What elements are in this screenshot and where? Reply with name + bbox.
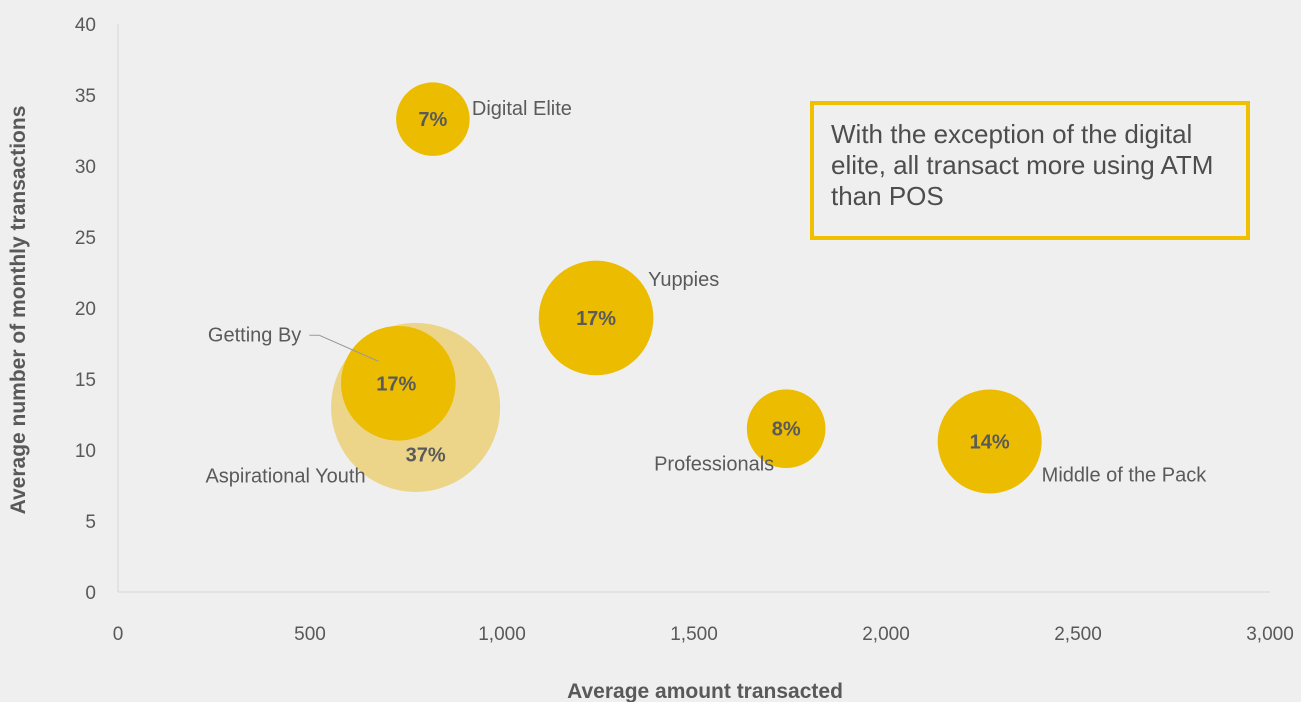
y-axis-title: Average number of monthly transactions <box>7 106 30 515</box>
bubbles <box>331 82 1042 494</box>
callout-text: With the exception of the digital elite,… <box>831 119 1214 211</box>
y-tick-label: 20 <box>75 299 96 320</box>
y-tick-label: 40 <box>75 15 96 36</box>
bubble <box>396 82 470 156</box>
segment-label: Yuppies <box>648 269 719 291</box>
y-tick-label: 5 <box>85 512 96 533</box>
segment-label: Aspirational Youth <box>205 465 365 487</box>
share-label: 37% <box>406 444 446 466</box>
bubble <box>746 389 826 469</box>
x-tick-label: 2,500 <box>1054 624 1102 645</box>
segment-labels: Aspirational Youth Getting By Digital Elit… <box>205 98 1207 487</box>
share-label: 17% <box>576 308 616 330</box>
x-tick-label: 0 <box>113 624 124 645</box>
segment-label: Middle of the Pack <box>1042 464 1208 486</box>
x-tick-label: 3,000 <box>1246 624 1294 645</box>
leader-line <box>309 334 379 362</box>
x-tick-label: 2,000 <box>862 624 910 645</box>
share-label: 14% <box>970 431 1010 453</box>
share-label: 7% <box>418 109 447 131</box>
x-tick-label: 1,500 <box>670 624 718 645</box>
x-axis-title: Average amount transacted <box>567 680 843 702</box>
y-tick-label: 0 <box>85 583 96 604</box>
segment-label: Professionals <box>654 454 774 476</box>
y-tick-label: 10 <box>75 441 96 462</box>
bubble <box>937 389 1042 494</box>
y-tick-label: 25 <box>75 228 96 249</box>
callout-box: With the exception of the digital elite,… <box>810 101 1250 240</box>
axes: 0 500 1,000 1,500 2,000 2,500 3,000 0 5 10 15 20 25 3… <box>75 15 1294 645</box>
bubble <box>341 325 456 441</box>
segment-label: Getting By <box>208 324 301 346</box>
y-tick-label: 15 <box>75 370 96 391</box>
y-tick-label: 30 <box>75 157 96 178</box>
y-tick-label: 35 <box>75 86 96 107</box>
x-tick-label: 500 <box>294 624 326 645</box>
segment-label: Digital Elite <box>472 98 572 120</box>
x-tick-label: 1,000 <box>478 624 526 645</box>
bubble <box>538 260 654 376</box>
share-label: 17% <box>376 373 416 395</box>
share-labels: 37% 17% 7% 17% 8% 14% <box>376 109 1010 466</box>
share-label: 8% <box>772 419 801 441</box>
